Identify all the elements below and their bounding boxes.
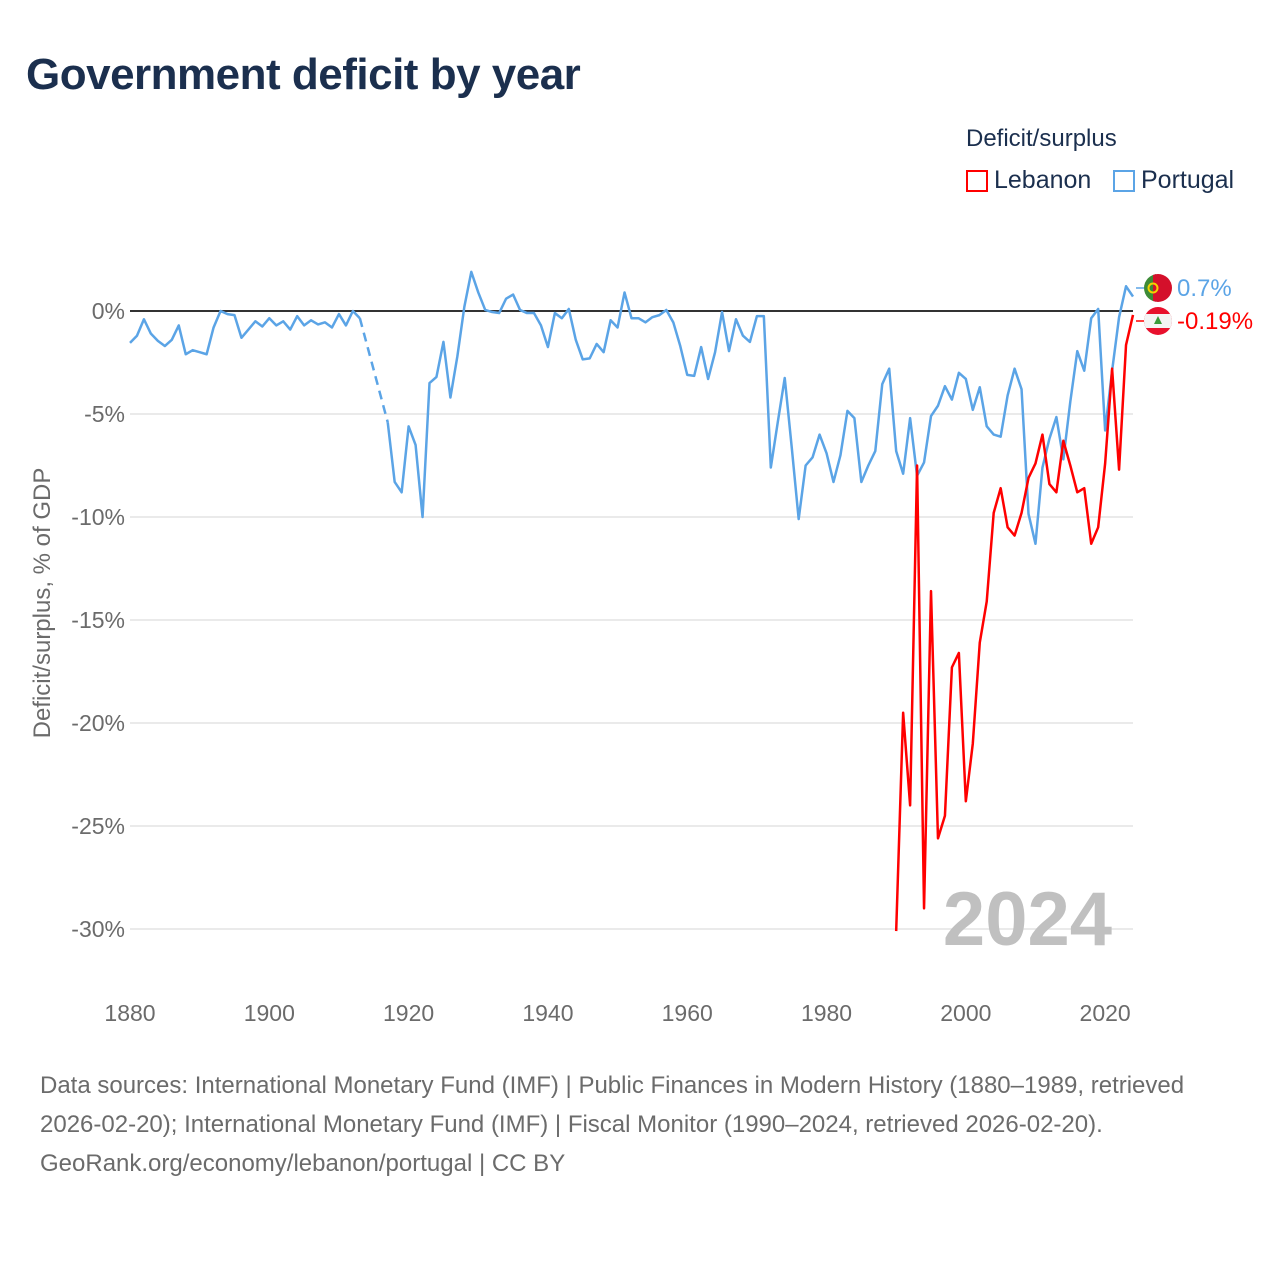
line-lebanon — [894, 314, 1135, 932]
gap-line-portugal — [358, 317, 389, 423]
end-label-portugal: 0.7% — [1177, 275, 1232, 302]
year-watermark: 2024 — [943, 877, 1112, 962]
x-axis-ticks: 1880 1900 1920 1940 1960 1980 2000 2020 — [104, 1000, 1130, 1026]
x-tick-label: 1880 — [104, 1000, 155, 1026]
x-tick-label: 1900 — [244, 1000, 295, 1026]
x-tick-label: 1940 — [522, 1000, 573, 1026]
flag-red — [1153, 274, 1172, 302]
legend-item-lebanon[interactable]: Lebanon — [966, 166, 1091, 195]
x-tick-label: 1960 — [662, 1000, 713, 1026]
cedar-icon — [1154, 316, 1162, 324]
legend-swatch-lebanon — [966, 169, 988, 192]
legend-title: Deficit/surplus — [966, 125, 1117, 152]
credit-link[interactable]: GeoRank.org/economy/lebanon/portugal | C… — [40, 1150, 566, 1177]
x-tick-label: 1920 — [383, 1000, 434, 1026]
legend-swatch-portugal — [1113, 169, 1135, 192]
y-tick-label: -10% — [71, 504, 125, 530]
portugal-flag-icon — [1144, 274, 1172, 302]
y-tick-label: -20% — [71, 710, 125, 736]
legend-item-portugal[interactable]: Portugal — [1113, 166, 1234, 195]
x-tick-label: 1980 — [801, 1000, 852, 1026]
end-labels: 0.7% -0.19% — [1136, 274, 1253, 335]
y-tick-label: -25% — [71, 813, 125, 839]
y-axis-label: Deficit/surplus, % of GDP — [29, 468, 56, 739]
legend-label-portugal: Portugal — [1141, 166, 1235, 194]
legend-label-lebanon: Lebanon — [994, 166, 1092, 194]
y-tick-label: -5% — [84, 401, 125, 427]
flag-sphere — [1147, 282, 1159, 294]
data-sources: Data sources: International Monetary Fun… — [40, 1072, 1185, 1138]
y-tick-label: 0% — [92, 298, 125, 324]
line-portugal — [129, 309, 361, 356]
series-lines — [129, 270, 1135, 932]
y-tick-label: -30% — [71, 916, 125, 942]
y-tick-label: -15% — [71, 607, 125, 633]
x-tick-label: 2020 — [1080, 1000, 1131, 1026]
line-portugal — [386, 270, 1135, 546]
gridlines — [130, 310, 1133, 930]
y-axis-ticks: 0% -5% -10% -15% -20% -25% -30% — [71, 298, 125, 942]
end-label-lebanon: -0.19% — [1177, 308, 1253, 335]
chart-title: Government deficit by year — [26, 50, 581, 99]
lebanon-flag-icon — [1144, 307, 1172, 335]
x-tick-label: 2000 — [940, 1000, 991, 1026]
footer: Data sources: International Monetary Fun… — [40, 1066, 1240, 1183]
